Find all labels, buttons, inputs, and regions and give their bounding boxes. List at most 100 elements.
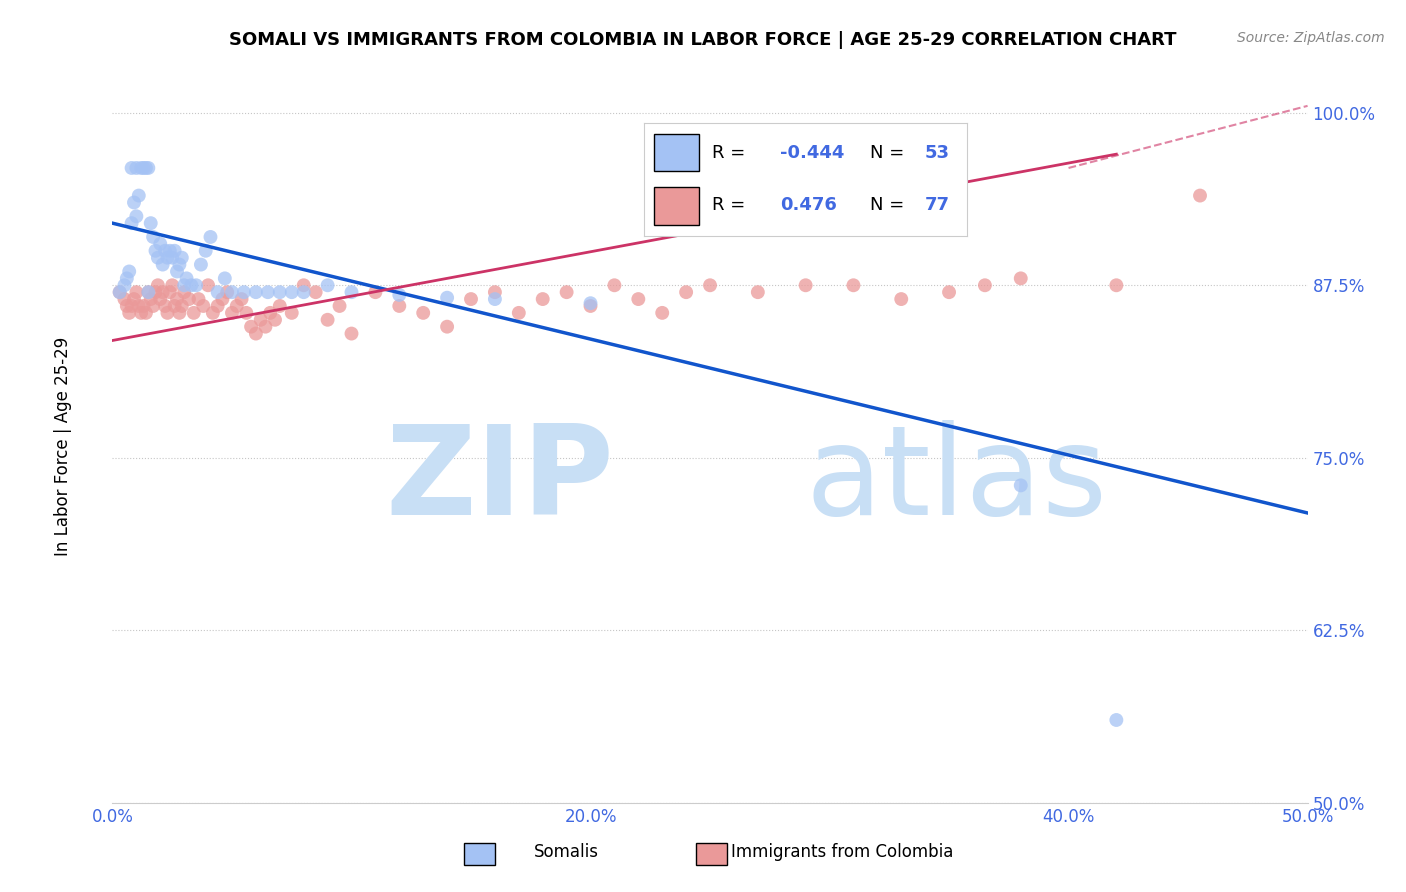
Point xyxy=(132,299,155,313)
Point xyxy=(118,264,141,278)
Point xyxy=(169,258,191,272)
Point xyxy=(156,306,179,320)
Point xyxy=(484,292,506,306)
Point xyxy=(233,285,256,300)
Point xyxy=(169,306,191,320)
Point xyxy=(211,292,233,306)
Point xyxy=(1010,271,1032,285)
Point xyxy=(153,244,176,258)
Point xyxy=(177,292,200,306)
Point xyxy=(108,285,131,300)
Point xyxy=(145,285,167,300)
Point xyxy=(221,285,243,300)
Text: SOMALI VS IMMIGRANTS FROM COLOMBIA IN LABOR FORCE | AGE 25-29 CORRELATION CHART: SOMALI VS IMMIGRANTS FROM COLOMBIA IN LA… xyxy=(229,31,1177,49)
Point xyxy=(842,278,865,293)
Point xyxy=(122,292,145,306)
Point xyxy=(163,244,186,258)
Point xyxy=(627,292,650,306)
Point xyxy=(139,292,162,306)
Point xyxy=(142,299,165,313)
Point xyxy=(149,292,172,306)
Point xyxy=(340,285,363,300)
Point xyxy=(257,285,280,300)
Point xyxy=(264,312,287,326)
Point xyxy=(173,285,195,300)
Point xyxy=(138,161,160,175)
Point xyxy=(484,285,506,300)
Point xyxy=(162,251,183,265)
Point xyxy=(142,230,165,244)
Point xyxy=(128,299,150,313)
Point xyxy=(292,285,315,300)
Point xyxy=(1189,188,1212,202)
Point xyxy=(436,291,458,305)
Text: ZIP: ZIP xyxy=(385,420,614,541)
Point xyxy=(555,285,578,300)
Point xyxy=(235,306,257,320)
Point xyxy=(163,299,186,313)
Point xyxy=(651,306,673,320)
Point xyxy=(125,161,148,175)
Point xyxy=(139,216,162,230)
Point xyxy=(135,161,157,175)
Point xyxy=(138,285,160,300)
Point xyxy=(114,292,135,306)
Point xyxy=(152,258,174,272)
Point xyxy=(173,278,195,293)
Point xyxy=(197,278,219,293)
Text: atlas: atlas xyxy=(806,420,1108,541)
Point xyxy=(747,285,769,300)
Point xyxy=(149,236,172,251)
Point xyxy=(1105,278,1128,293)
Point xyxy=(108,285,131,300)
Point xyxy=(170,299,193,313)
Point xyxy=(245,285,267,300)
Point xyxy=(187,292,209,306)
Point xyxy=(245,326,267,341)
Point xyxy=(180,278,202,293)
Point xyxy=(207,299,229,313)
Point xyxy=(121,216,143,230)
Point xyxy=(436,319,458,334)
Point xyxy=(217,285,239,300)
Point xyxy=(388,299,411,313)
Point xyxy=(269,285,291,300)
Point xyxy=(115,271,138,285)
Point xyxy=(508,306,530,320)
Point xyxy=(129,306,152,320)
Point xyxy=(329,299,352,313)
Point xyxy=(176,271,198,285)
Point xyxy=(603,278,626,293)
Point xyxy=(146,278,169,293)
Point xyxy=(231,292,253,306)
Point xyxy=(159,244,181,258)
Point xyxy=(159,285,181,300)
Text: Immigrants from Colombia: Immigrants from Colombia xyxy=(731,843,953,861)
Point xyxy=(114,278,135,293)
Point xyxy=(974,278,997,293)
Point xyxy=(316,312,339,326)
Point xyxy=(281,285,304,300)
Point xyxy=(890,292,912,306)
Point xyxy=(207,285,229,300)
Point xyxy=(412,306,434,320)
Point xyxy=(156,251,179,265)
Point xyxy=(579,296,602,310)
Point xyxy=(125,209,148,223)
Point xyxy=(170,251,193,265)
Point xyxy=(225,299,247,313)
Point xyxy=(364,285,387,300)
Point xyxy=(254,319,277,334)
Point xyxy=(200,230,222,244)
Point xyxy=(135,306,157,320)
Point xyxy=(166,264,188,278)
Point xyxy=(129,161,152,175)
Point xyxy=(194,244,217,258)
Point xyxy=(269,299,291,313)
Point xyxy=(699,278,721,293)
Point xyxy=(128,188,150,202)
Point xyxy=(281,306,304,320)
Point xyxy=(221,306,243,320)
Point xyxy=(259,306,281,320)
Point xyxy=(152,285,174,300)
